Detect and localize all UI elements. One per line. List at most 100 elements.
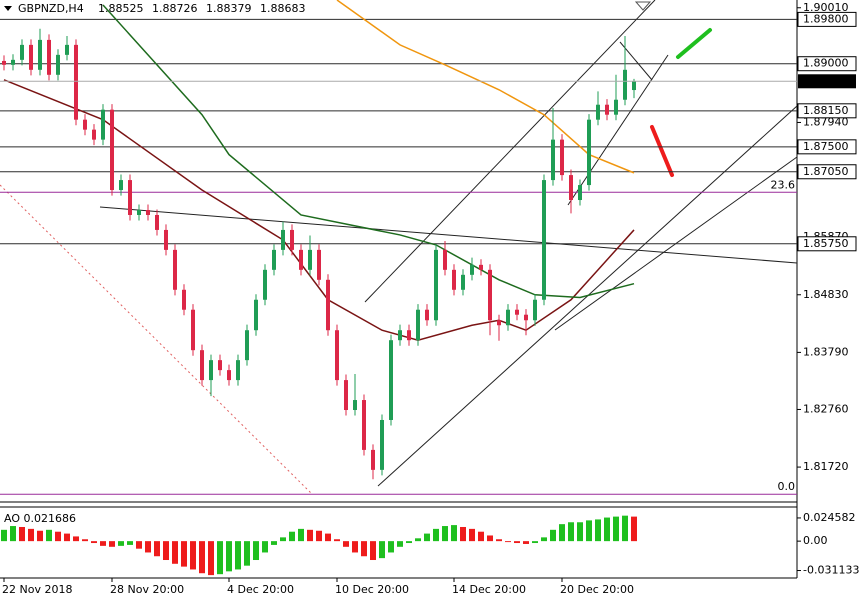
x-tick-label: 22 Nov 2018 xyxy=(2,583,72,596)
candle-body xyxy=(542,180,546,300)
candle-body xyxy=(236,360,240,381)
level-box xyxy=(797,236,857,252)
arrow-up xyxy=(676,28,712,59)
candle-body xyxy=(470,264,474,275)
candle-body xyxy=(605,104,609,115)
ao-bar xyxy=(280,537,286,542)
fibo-label: 0.0 xyxy=(778,480,796,493)
level-label: 1.87500 xyxy=(803,140,849,153)
candle-body xyxy=(2,60,6,65)
ao-bar xyxy=(388,541,394,553)
candle-body xyxy=(479,264,483,270)
ao-bar xyxy=(460,526,466,542)
fibo-trend xyxy=(0,184,313,495)
fibo-label: 23.6 xyxy=(771,178,796,191)
level-box xyxy=(797,103,857,119)
ao-bar xyxy=(199,541,205,574)
candle-body xyxy=(353,400,357,411)
y-tick-label: 1.83790 xyxy=(803,345,849,358)
ao-bar xyxy=(613,516,619,542)
y-tick-label: 1.90010 xyxy=(803,1,849,14)
level-box xyxy=(797,11,857,27)
candle-body xyxy=(389,340,393,420)
ao-bar xyxy=(28,528,34,542)
candle-body xyxy=(65,44,69,55)
candle-body xyxy=(533,299,537,321)
candle-body xyxy=(74,44,78,120)
ao-bar xyxy=(334,539,340,542)
ao-bar xyxy=(406,541,412,544)
candle-body xyxy=(47,39,51,75)
trend-line xyxy=(567,54,669,206)
ao-bar xyxy=(271,541,277,545)
candle-body xyxy=(254,299,258,331)
candle-body xyxy=(578,185,582,201)
ao-bar xyxy=(469,528,475,542)
candle-body xyxy=(101,109,105,140)
ao-bar xyxy=(208,541,214,576)
ao-bar xyxy=(604,517,610,542)
ao-bar xyxy=(523,541,529,544)
candle-body xyxy=(209,360,213,381)
y-tick-label: 1.87940 xyxy=(803,115,849,128)
ao-tick-label: 0.024582 xyxy=(803,511,856,524)
ao-bar xyxy=(190,541,196,570)
ao-bar xyxy=(415,538,421,542)
ao-bar xyxy=(568,522,574,542)
ao-bar xyxy=(244,541,250,566)
candle-body xyxy=(632,81,636,91)
ao-bar xyxy=(181,541,187,567)
candle-body xyxy=(29,44,33,70)
candle-body xyxy=(317,249,321,280)
ao-bar xyxy=(235,541,241,570)
ao-bar xyxy=(631,516,637,542)
ao-bar xyxy=(172,541,178,564)
indicator-title: AO 0.021686 xyxy=(4,512,76,525)
candle-body xyxy=(443,249,447,270)
level-label: 1.89000 xyxy=(803,57,849,70)
candle-body xyxy=(137,209,141,215)
candle-body xyxy=(263,269,267,300)
candle-body xyxy=(20,44,24,60)
candle-body xyxy=(245,330,249,361)
ao-bar xyxy=(73,536,79,542)
symbol-icon xyxy=(4,6,12,11)
candle-body xyxy=(371,449,375,470)
candle-body xyxy=(308,249,312,270)
candle-body xyxy=(587,119,591,186)
candle-body xyxy=(416,309,420,341)
candle-body xyxy=(452,269,456,290)
candle-body xyxy=(506,309,510,326)
ao-bar xyxy=(100,541,106,546)
candle-body xyxy=(461,274,465,290)
candle-body xyxy=(128,180,132,215)
candle-body xyxy=(164,229,168,250)
trend-line xyxy=(364,0,656,303)
ao-bar xyxy=(163,541,169,561)
ao-bar xyxy=(136,541,142,549)
ao-bar xyxy=(253,541,259,561)
candle-body xyxy=(362,400,366,450)
ao-bar xyxy=(46,529,52,542)
level-label: 1.88150 xyxy=(803,104,849,117)
ao-bar xyxy=(559,524,565,542)
ao-bar xyxy=(55,531,61,542)
header-low: 1.88379 xyxy=(206,2,252,15)
candle-body xyxy=(182,289,186,310)
candle-body xyxy=(200,350,204,381)
level-box xyxy=(797,139,857,155)
candle-body xyxy=(515,309,519,315)
ao-bar xyxy=(451,525,457,542)
ao-bar xyxy=(424,533,430,542)
current-price-box xyxy=(798,74,856,89)
ao-bar xyxy=(442,526,448,542)
candle-body xyxy=(290,229,294,250)
ao-tick-label: 0.00 xyxy=(803,534,828,547)
ao-bar xyxy=(37,530,43,542)
header-high: 1.88726 xyxy=(152,2,198,15)
candle-body xyxy=(569,175,573,201)
candle-body xyxy=(524,314,528,321)
header-close: 1.88683 xyxy=(260,2,306,15)
candle-body xyxy=(497,320,501,326)
